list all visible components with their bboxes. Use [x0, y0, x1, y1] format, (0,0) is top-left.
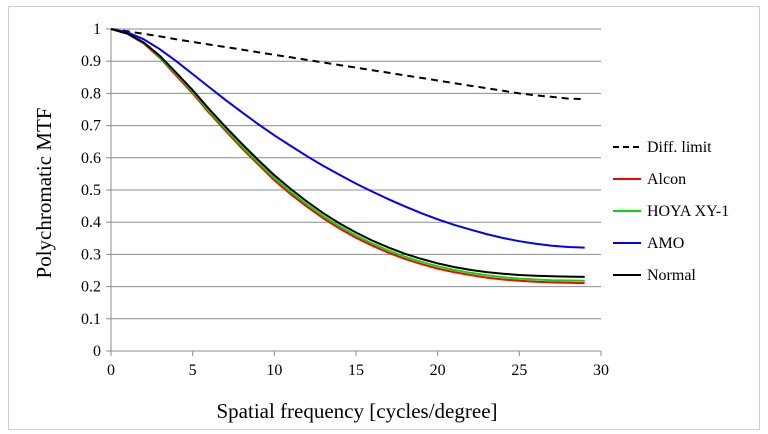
y-axis-title: Polychromatic MTF [32, 108, 56, 279]
tick-labels: 00.10.20.30.40.50.60.70.80.910 5 10 15 20 25 3… [81, 21, 609, 379]
y-tick-label: 0.2 [81, 279, 101, 296]
series-line-amo [110, 28, 585, 249]
series-line-alcon [110, 28, 585, 285]
mtf-line-chart: 00.10.20.30.40.50.60.70.80.910 5 10 15 20 25 3… [32, 21, 729, 423]
x-tick-label: 15 [348, 362, 364, 379]
x-tick-label: 5 [189, 362, 197, 379]
legend-label-diff-limit: Diff. limit [647, 139, 712, 156]
x-axis-title: Spatial frequency [cycles/degree] [216, 399, 497, 423]
x-tick-label: 20 [430, 362, 446, 379]
y-tick-label: 0.3 [81, 246, 101, 263]
y-tick-label: 0.6 [81, 150, 101, 167]
legend-label-hoya-xy-1: HOYA XY-1 [647, 203, 729, 220]
series-line-normal [110, 28, 585, 278]
y-tick-label: 0.4 [81, 214, 101, 231]
x-tick-label: 30 [593, 362, 609, 379]
legend-label-amo: AMO [647, 235, 684, 252]
legend-label-alcon: Alcon [647, 171, 686, 188]
y-tick-label: 1 [93, 21, 101, 38]
x-tick-label: 0 [107, 362, 115, 379]
chart-frame: 0 0.1 0.2 0.3 0.4 0.5 0.6 0.7 0.8 0.9 1 0 5 10 15 20 25 3… [8, 6, 760, 430]
y-tick-label: 0.9 [81, 53, 101, 70]
legend-label-normal: Normal [647, 267, 696, 284]
y-tick-label: 0.8 [81, 85, 101, 102]
y-tick-label: 0.7 [81, 118, 101, 135]
y-tick-label: 0.1 [81, 311, 101, 328]
series-layer [110, 28, 585, 285]
axes [106, 28, 602, 356]
x-tick-label: 25 [511, 362, 527, 379]
y-tick-label: 0 [93, 343, 101, 360]
x-tick-label: 10 [266, 362, 282, 379]
y-tick-label: 0.5 [81, 182, 101, 199]
series-line-diff-limit [110, 28, 585, 101]
legend: Diff. limit Alcon HOYA XY-1 AMO Normal [613, 139, 729, 284]
gridlines [111, 28, 601, 320]
series-line-hoya-xy-1 [110, 28, 585, 282]
